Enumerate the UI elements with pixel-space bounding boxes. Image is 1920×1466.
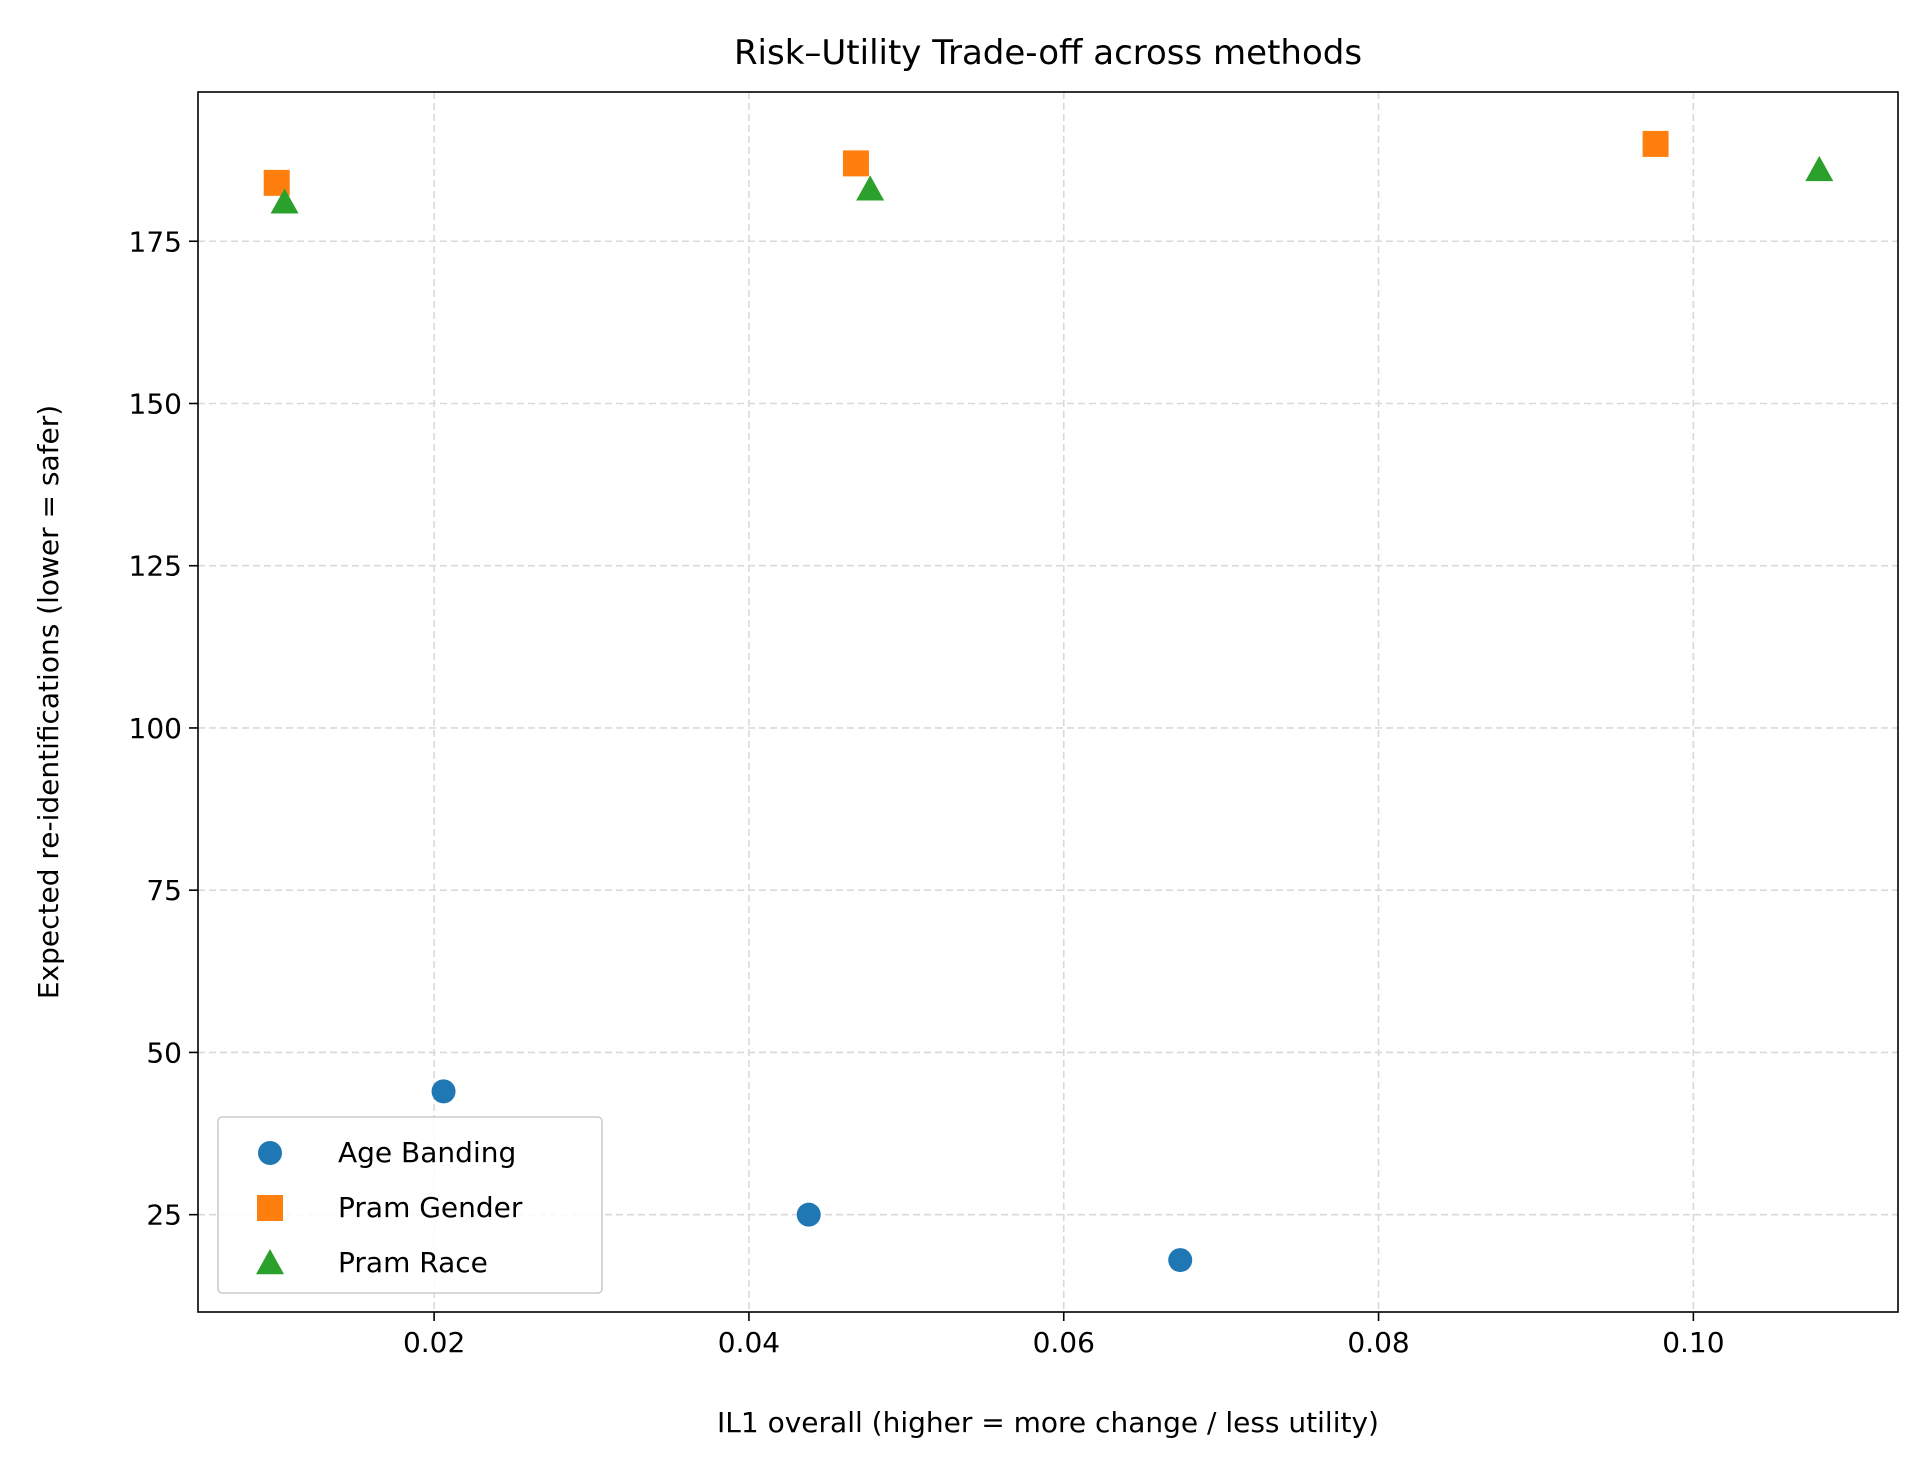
x-tick-label: 0.02: [403, 1326, 465, 1359]
point-pram-race: [1805, 155, 1834, 182]
y-tick-label: 175: [129, 225, 182, 258]
grid-lines: [198, 92, 1898, 1312]
data-points: [263, 130, 1834, 1273]
y-tick-label: 125: [129, 550, 182, 583]
legend-label-pram-race: Pram Race: [338, 1246, 488, 1279]
point-age-banding: [1168, 1248, 1193, 1273]
point-pram-gender: [1642, 130, 1669, 157]
x-tick-label: 0.04: [718, 1326, 780, 1359]
legend-label-pram-gender: Pram Gender: [338, 1191, 523, 1224]
x-axis-label: IL1 overall (higher = more change / less…: [717, 1406, 1379, 1439]
y-tick-label: 25: [146, 1199, 182, 1232]
y-tick-label: 100: [129, 712, 182, 745]
chart-title: Risk–Utility Trade-off across methods: [734, 33, 1362, 73]
x-tick-label: 0.08: [1347, 1326, 1409, 1359]
x-tick-label: 0.06: [1033, 1326, 1095, 1359]
legend-box: [217, 1116, 603, 1294]
legend: Age Banding Pram Gender Pram Race: [217, 1116, 603, 1294]
point-pram-race: [856, 175, 885, 201]
y-tick-label: 50: [146, 1036, 182, 1069]
y-axis-label: Expected re-identifications (lower = saf…: [32, 405, 65, 999]
axis-ticks: 0.02 0.04 0.06 0.08 0.10 25 50 75 100 125 150 175: [129, 225, 1725, 1359]
point-age-banding: [796, 1202, 821, 1227]
point-pram-race: [270, 188, 299, 214]
legend-marker-pram-gender: [257, 1195, 283, 1221]
y-tick-label: 150: [129, 387, 182, 420]
legend-marker-age-banding: [258, 1141, 282, 1165]
point-age-banding: [431, 1079, 456, 1104]
legend-marker-pram-race: [256, 1249, 284, 1275]
x-tick-label: 0.10: [1662, 1326, 1724, 1359]
plot-frame: [197, 91, 1899, 1313]
point-pram-gender: [842, 150, 869, 177]
legend-label-age-banding: Age Banding: [338, 1136, 516, 1169]
y-tick-label: 75: [146, 874, 182, 907]
